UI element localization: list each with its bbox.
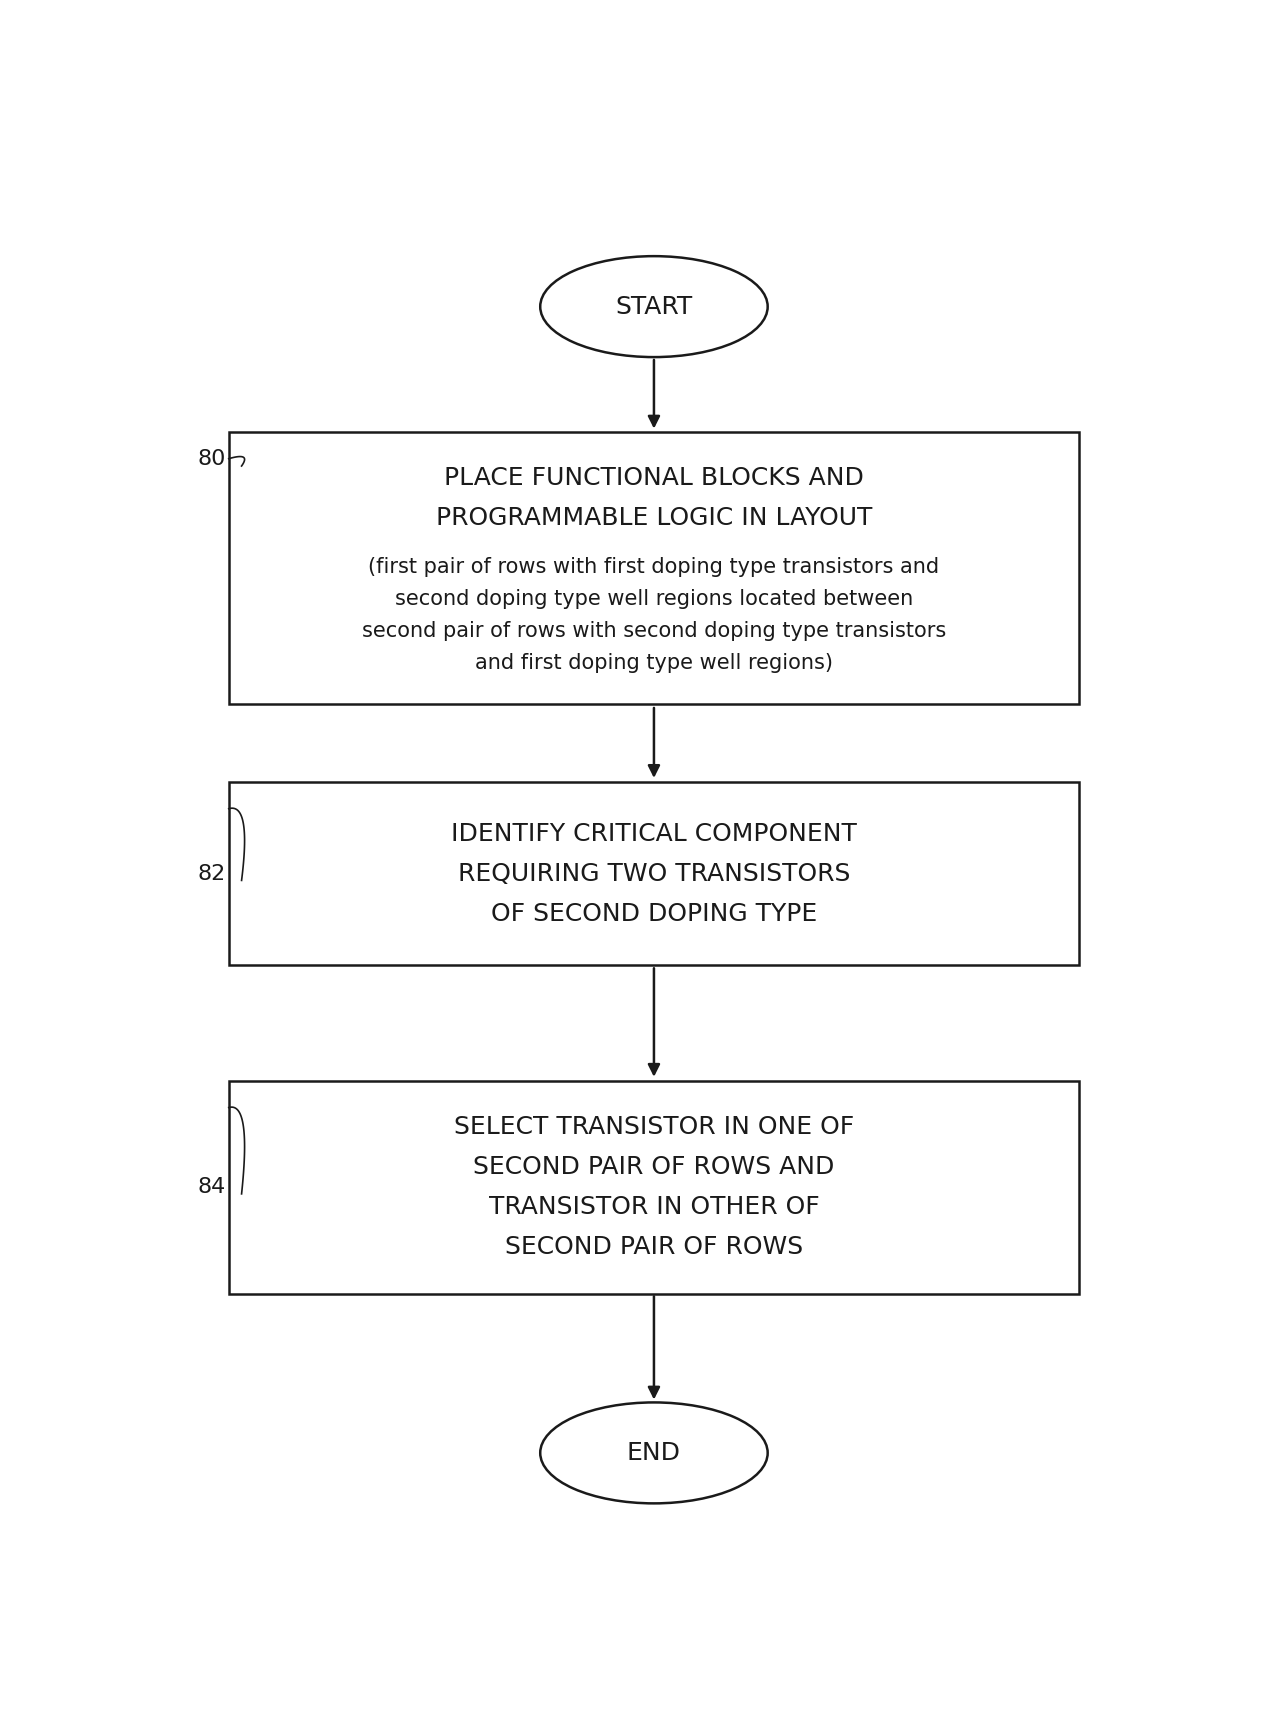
- Text: SECOND PAIR OF ROWS AND: SECOND PAIR OF ROWS AND: [473, 1156, 835, 1180]
- Text: (first pair of rows with first doping type transistors and: (first pair of rows with first doping ty…: [369, 557, 939, 576]
- Text: second pair of rows with second doping type transistors: second pair of rows with second doping t…: [362, 621, 946, 640]
- Bar: [228, 433, 1079, 704]
- Text: 84: 84: [197, 1176, 226, 1197]
- Text: 82: 82: [197, 864, 226, 883]
- Text: START: START: [615, 295, 693, 319]
- Text: PROGRAMMABLE LOGIC IN LAYOUT: PROGRAMMABLE LOGIC IN LAYOUT: [436, 505, 872, 530]
- Bar: [228, 1082, 1079, 1294]
- Text: and first doping type well regions): and first doping type well regions): [475, 652, 833, 673]
- Text: END: END: [627, 1440, 681, 1465]
- Text: OF SECOND DOPING TYPE: OF SECOND DOPING TYPE: [491, 902, 817, 926]
- Text: second doping type well regions located between: second doping type well regions located …: [394, 588, 914, 609]
- Text: SECOND PAIR OF ROWS: SECOND PAIR OF ROWS: [505, 1235, 803, 1259]
- Text: TRANSISTOR IN OTHER OF: TRANSISTOR IN OTHER OF: [489, 1195, 819, 1220]
- Ellipse shape: [540, 1402, 768, 1504]
- Bar: [228, 781, 1079, 966]
- Text: SELECT TRANSISTOR IN ONE OF: SELECT TRANSISTOR IN ONE OF: [454, 1116, 854, 1140]
- Text: IDENTIFY CRITICAL COMPONENT: IDENTIFY CRITICAL COMPONENT: [450, 821, 857, 845]
- Text: REQUIRING TWO TRANSISTORS: REQUIRING TWO TRANSISTORS: [458, 862, 850, 885]
- Text: 80: 80: [197, 450, 226, 469]
- Ellipse shape: [540, 255, 768, 357]
- Text: PLACE FUNCTIONAL BLOCKS AND: PLACE FUNCTIONAL BLOCKS AND: [444, 466, 864, 490]
